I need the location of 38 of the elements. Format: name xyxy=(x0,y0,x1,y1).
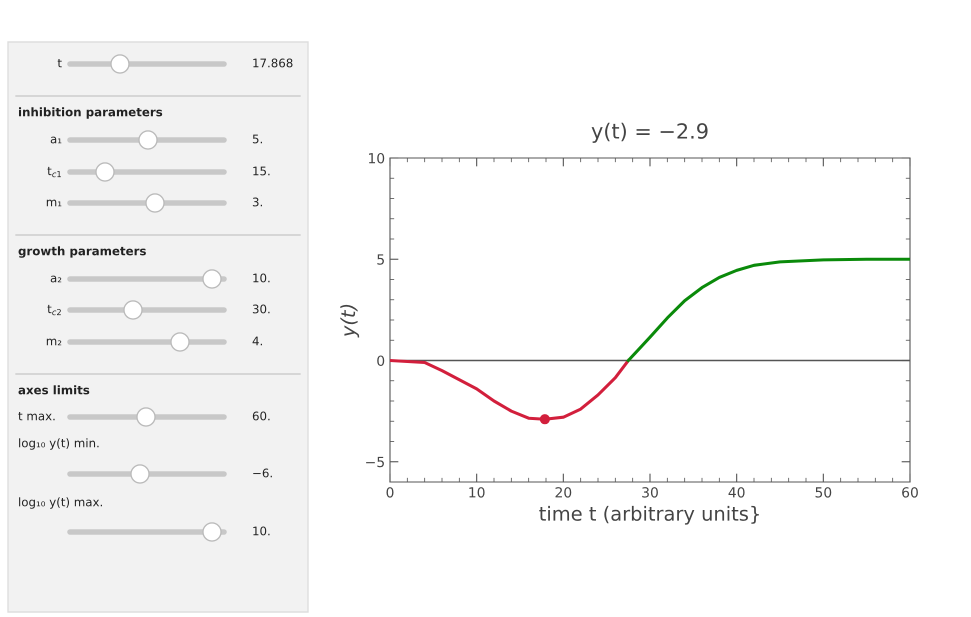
x-tick-label: 30 xyxy=(642,487,658,498)
y-tick-label: 5 xyxy=(377,254,384,265)
text: m₂ xyxy=(46,338,62,346)
text: 10. xyxy=(253,526,270,536)
x-tick-label: 10 xyxy=(469,487,485,498)
chart-title: y(t) = −2.9 xyxy=(592,122,708,143)
x-tick-label: 40 xyxy=(728,487,745,498)
text: 5. xyxy=(252,134,262,144)
text: 3. xyxy=(252,197,262,206)
text: t$_{c1}$ xyxy=(47,166,61,178)
text: a₁ xyxy=(50,136,62,144)
text: −6. xyxy=(253,468,272,478)
text: m₁ xyxy=(46,200,62,206)
text: axes limits xyxy=(18,385,90,394)
line-series xyxy=(626,258,910,362)
x-tick-label: 20 xyxy=(556,487,572,498)
text: t max. xyxy=(18,412,55,420)
text: 15. xyxy=(253,166,270,176)
x-axis-title: time t (arbitrary units} xyxy=(539,506,759,525)
text: a₂ xyxy=(50,276,62,282)
y-tick-label: −5 xyxy=(366,456,384,468)
text: 10. xyxy=(253,273,270,282)
text: t$_{c2}$ xyxy=(47,304,61,316)
x-tick-label: 60 xyxy=(902,487,918,498)
text: log₁₀ y(t) min. xyxy=(19,438,99,450)
y-axis-title: y(t) xyxy=(340,304,360,338)
text: 30. xyxy=(252,304,270,314)
text: 60. xyxy=(252,411,270,420)
text: inhibition parameters xyxy=(18,107,162,119)
text: 4. xyxy=(252,336,262,346)
text: growth parameters xyxy=(18,246,146,258)
text: log₁₀ y(t) max. xyxy=(19,497,102,509)
x-tick-label: 0 xyxy=(386,487,394,498)
text: 17.868 xyxy=(253,58,292,68)
x-tick-label: 50 xyxy=(816,487,832,498)
y-tick-label: 10 xyxy=(368,152,384,164)
text: t xyxy=(58,58,62,68)
y-tick-label: 0 xyxy=(377,355,384,366)
